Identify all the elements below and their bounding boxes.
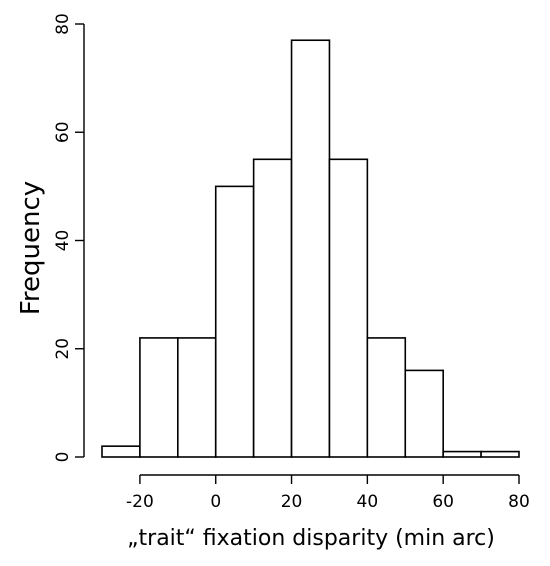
- x-tick-label-0: -20: [126, 492, 154, 512]
- histogram-bar-10: [480, 450, 520, 458]
- x-tick-label-3: 40: [357, 492, 379, 512]
- histogram-bar-3: [214, 185, 255, 458]
- y-axis: 0 20 40 60 80: [53, 13, 85, 463]
- histogram-bar-2: [177, 337, 217, 458]
- y-tick-label-3: 60: [53, 121, 73, 143]
- x-tick-label-1: 0: [210, 492, 221, 512]
- histogram-bars: [101, 39, 520, 458]
- y-tick-label-0: 0: [53, 452, 73, 463]
- x-tick-label-2: 20: [281, 492, 303, 512]
- y-axis-title: Frequency: [16, 181, 46, 315]
- histogram-bar-0: [101, 445, 141, 458]
- x-tick-label-5: 80: [508, 492, 530, 512]
- histogram-bar-4: [252, 158, 293, 458]
- histogram-bar-5: [290, 39, 331, 458]
- x-axis-title: „trait“ fixation disparity (min arc): [127, 526, 495, 551]
- histogram-bar-6: [328, 158, 369, 458]
- histogram-bar-8: [404, 369, 444, 458]
- histogram-bar-1: [139, 337, 179, 458]
- histogram-bar-7: [366, 337, 407, 458]
- y-tick-label-4: 80: [53, 13, 73, 35]
- x-axis: -20 0 20 40 60 80: [126, 474, 530, 512]
- histogram-bar-9: [442, 450, 482, 458]
- y-tick-label-2: 40: [53, 230, 73, 252]
- y-tick-label-1: 20: [53, 338, 73, 360]
- x-tick-label-4: 60: [432, 492, 454, 512]
